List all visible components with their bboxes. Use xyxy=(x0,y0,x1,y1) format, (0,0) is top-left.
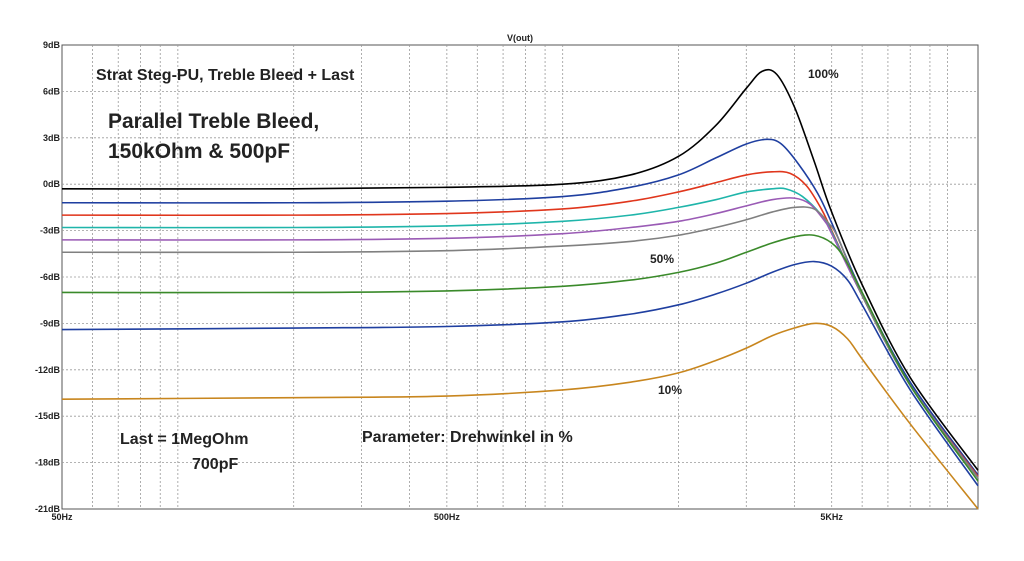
y-tick-label: -21dB xyxy=(35,504,61,514)
grid-lines xyxy=(62,45,978,509)
y-tick-label: -6dB xyxy=(40,272,61,282)
y-tick-label: 3dB xyxy=(43,133,61,143)
series-line-8 xyxy=(61,260,979,487)
parameter-label: Parameter: Drehwinkel in % xyxy=(362,429,573,446)
treble-bleed-values: 150kOhm & 500pF xyxy=(108,140,290,163)
y-tick-label: -9dB xyxy=(40,318,61,328)
y-tick-label: -18dB xyxy=(35,458,61,468)
percent-100-label: 100% xyxy=(808,67,839,81)
y-tick-label: 0dB xyxy=(43,179,61,189)
last-label: Last = 1MegOhm xyxy=(120,431,248,448)
series-lines xyxy=(61,68,979,510)
subtitle-label: Strat Steg-PU, Treble Bleed + Last xyxy=(96,67,355,84)
y-tick-label: 6dB xyxy=(43,86,61,96)
x-tick-label: 5KHz xyxy=(820,512,843,522)
x-tick-label: 50Hz xyxy=(51,512,73,522)
y-tick-label: 9dB xyxy=(43,40,61,50)
percent-10-label: 10% xyxy=(658,383,682,397)
percent-50-label: 50% xyxy=(650,252,674,266)
y-tick-label: -12dB xyxy=(35,365,61,375)
last-capacitance: 700pF xyxy=(192,456,238,473)
series-line-9 xyxy=(61,322,979,510)
treble-bleed-label: Parallel Treble Bleed, xyxy=(108,110,319,133)
x-tick-label: 500Hz xyxy=(434,512,461,522)
series-line-1 xyxy=(61,68,979,471)
axis-ticks: 9dB 6dB 3dB 0dB -3dB -6dB -9dB -12dB -15dB -18dB -… xyxy=(35,40,843,522)
y-tick-label: -15dB xyxy=(35,411,61,421)
series-line-7 xyxy=(61,234,979,482)
chart-title: V(out) xyxy=(507,33,533,43)
y-tick-label: -3dB xyxy=(40,226,61,236)
series-line-5 xyxy=(61,197,979,479)
